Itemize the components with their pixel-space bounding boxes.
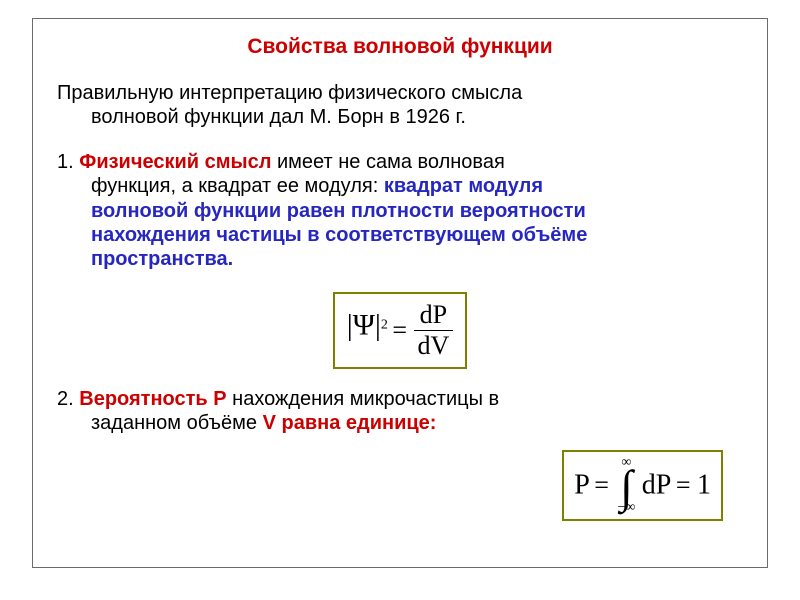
point-2-red-1: Вероятность P	[79, 388, 226, 410]
point-2: 2. Вероятность P нахождения микрочастицы…	[57, 387, 743, 436]
f2-one: 1	[697, 469, 711, 500]
point-2-plain-1: нахождения микрочастицы в	[227, 388, 500, 410]
point-2-red-2: V	[263, 412, 276, 434]
point-1-blue-4: пространства.	[57, 247, 743, 271]
point-1-plain-2a: функция, а квадрат ее модуля:	[91, 175, 384, 197]
f1-sup-2: 2	[381, 317, 388, 332]
point-1-num: 1.	[57, 151, 79, 173]
intro-line-2: волновой функции дал М. Борн в 1926 г.	[57, 105, 743, 129]
f1-denominator: dV	[414, 331, 454, 361]
formula-2-box: P = ∞ ∫ −∞ dP = 1	[562, 450, 723, 521]
f2-P: P	[574, 469, 590, 500]
f1-eq: =	[392, 315, 413, 344]
f1-fraction: dP dV	[414, 300, 454, 361]
slide-frame: Свойства волновой функции Правильную инт…	[32, 18, 768, 568]
f2-integral: ∞ ∫ −∞	[617, 456, 635, 515]
formula-1-box: |Ψ|2 = dP dV	[333, 292, 468, 369]
point-1-blue-2: волновой функции равен плотности вероятн…	[57, 199, 743, 223]
point-1-blue-1: квадрат модуля	[384, 175, 543, 197]
point-1-blue-3: нахождения частицы в соответствующем объ…	[57, 223, 743, 247]
point-2-plain-2a: заданном объёме	[91, 412, 263, 434]
intro-line-1: Правильную интерпретацию физического смы…	[57, 82, 522, 104]
f2-dP: dP	[642, 469, 672, 500]
slide-title: Свойства волновой функции	[57, 35, 743, 59]
f2-eq2: =	[676, 470, 697, 499]
point-2-red-3: равна единице:	[281, 412, 436, 434]
intro-paragraph: Правильную интерпретацию физического смы…	[57, 81, 743, 130]
f1-psi: Ψ	[353, 308, 375, 341]
f1-numerator: dP	[414, 300, 454, 331]
point-2-num: 2.	[57, 388, 79, 410]
point-1-red-label: Физический смысл	[79, 151, 271, 173]
formula-2-container: P = ∞ ∫ −∞ dP = 1	[57, 450, 743, 521]
formula-1-container: |Ψ|2 = dP dV	[57, 292, 743, 369]
point-1: 1. Физический смысл имеет не сама волнов…	[57, 150, 743, 272]
f2-eq1: =	[594, 470, 615, 499]
f2-int-bot: −∞	[617, 501, 635, 515]
point-1-plain-1: имеет не сама волновая	[271, 151, 504, 173]
